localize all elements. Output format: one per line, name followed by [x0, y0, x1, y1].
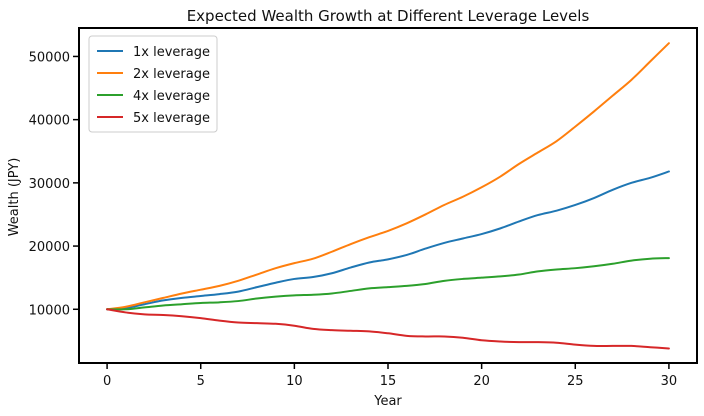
y-axis-title: Wealth (JPY) — [7, 158, 22, 237]
series-line-1 — [106, 170, 670, 311]
x-tick-label: 0 — [103, 374, 111, 389]
legend-label: 1x leverage — [133, 45, 210, 60]
x-tick-label: 10 — [286, 374, 303, 389]
series-line-4 — [106, 308, 670, 350]
x-tick-label: 25 — [567, 374, 584, 389]
axis-ticks: 0 5 10 15 20 25 30 10000 20000 30000 40000 50000 — [29, 50, 678, 389]
legend-label: 4x leverage — [133, 89, 210, 104]
x-tick-label: 15 — [380, 374, 397, 389]
series-line-3 — [106, 257, 670, 311]
series-line-2 — [106, 42, 670, 311]
chart-title: Expected Wealth Growth at Different Leve… — [187, 7, 590, 25]
legend: 1x leverage 2x leverage 4x leverage 5x leve… — [88, 35, 218, 133]
x-tick-label: 5 — [197, 374, 205, 389]
y-tick-label: 30000 — [29, 177, 70, 192]
x-tick-label: 30 — [661, 374, 678, 389]
legend-label: 2x leverage — [133, 67, 210, 82]
legend-label: 5x leverage — [133, 111, 210, 126]
series-lines — [106, 42, 670, 350]
legend-box — [88, 35, 218, 133]
x-axis-title: Year — [373, 394, 402, 409]
plot-area-frame — [78, 27, 698, 364]
y-tick-label: 10000 — [29, 303, 70, 318]
x-tick-label: 20 — [473, 374, 490, 389]
y-tick-label: 20000 — [29, 240, 70, 255]
y-tick-label: 50000 — [29, 50, 70, 65]
y-tick-label: 40000 — [29, 114, 70, 129]
